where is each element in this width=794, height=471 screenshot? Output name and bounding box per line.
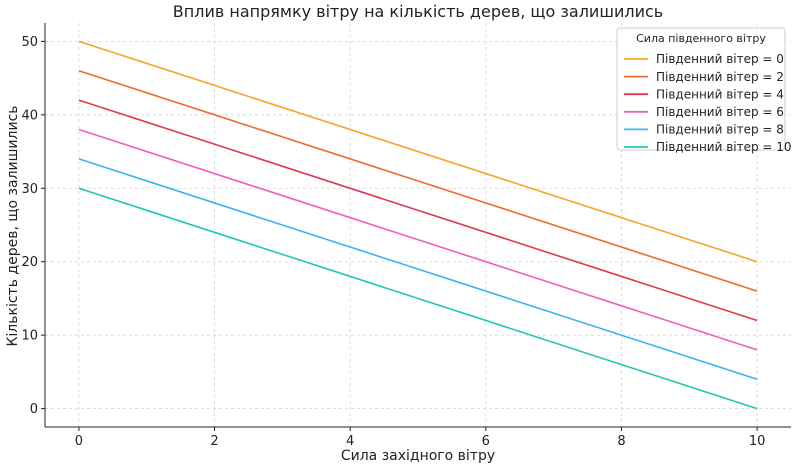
legend-label-3: Південний вітер = 6 [656, 105, 784, 119]
y-tick-label-5: 50 [21, 35, 38, 50]
x-tick-label-0: 0 [75, 434, 83, 449]
y-tick-label-1: 10 [21, 329, 38, 344]
legend: Сила південного вітру Південний вітер = 0… [616, 27, 792, 154]
x-axis-label: Сила західного вітру [341, 448, 495, 464]
series-line-0 [78, 40, 758, 263]
series-line-1 [78, 69, 758, 292]
legend-label-2: Південний вітер = 4 [656, 87, 784, 101]
series-lines [78, 40, 758, 410]
x-axis-ticks: 0 2 4 6 8 10 [75, 427, 766, 449]
series-line-3 [78, 128, 758, 351]
series-line-5 [78, 187, 758, 410]
y-tick-label-4: 40 [21, 108, 38, 123]
x-tick-label-2: 4 [346, 434, 354, 449]
axes [44, 23, 791, 428]
legend-label-5: Південний вітер = 10 [656, 140, 792, 154]
x-tick-label-5: 10 [749, 434, 766, 449]
x-tick-label-1: 2 [210, 434, 218, 449]
legend-box [616, 27, 786, 151]
chart-title: Вплив напрямку вітру на кількість дерев,… [173, 2, 663, 21]
y-tick-label-3: 30 [21, 182, 38, 197]
legend-label-0: Південний вітер = 0 [656, 52, 784, 66]
x-tick-label-3: 6 [482, 434, 490, 449]
y-axis-ticks: 0 10 20 30 40 50 [21, 35, 45, 417]
y-tick-label-0: 0 [30, 402, 38, 417]
grid [45, 23, 791, 427]
y-tick-label-2: 20 [21, 255, 38, 270]
legend-label-1: Південний вітер = 2 [656, 70, 784, 84]
series-line-2 [78, 99, 758, 322]
y-axis-label: Кількість дерев, що залишились [5, 105, 21, 346]
x-tick-label-4: 8 [617, 434, 625, 449]
series-line-4 [78, 158, 758, 381]
legend-title: Сила південного вітру [636, 32, 766, 45]
legend-label-4: Південний вітер = 8 [656, 123, 784, 137]
